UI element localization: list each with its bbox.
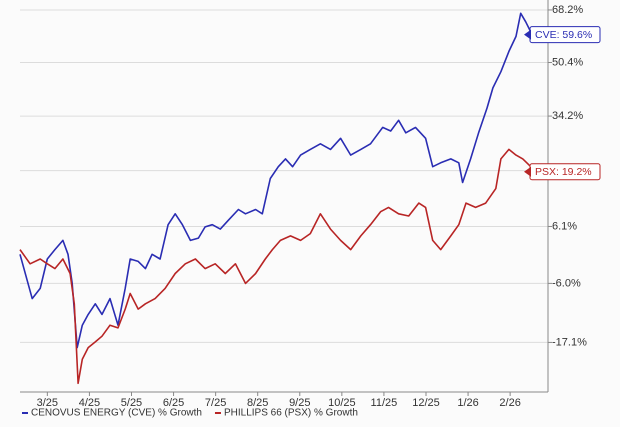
end-label-pointer xyxy=(524,29,531,40)
y-tick-label: 6.1% xyxy=(552,220,577,232)
x-tick-label: 11/25 xyxy=(371,397,398,409)
end-label: PSX: 19.2% xyxy=(535,166,592,178)
x-tick-label: 6/25 xyxy=(163,397,184,409)
legend-label: CENOVUS ENERGY (CVE) % Growth xyxy=(31,408,202,419)
y-tick-label: 68.2% xyxy=(552,4,583,16)
series-line xyxy=(19,148,532,385)
x-tick-label: 12/25 xyxy=(412,397,440,409)
end-label: CVE: 59.6% xyxy=(535,29,592,41)
series-line xyxy=(19,12,532,349)
x-tick-label: 4/25 xyxy=(79,397,100,409)
x-tick-label: 7/25 xyxy=(205,397,226,409)
y-tick-label: -17.1% xyxy=(552,336,587,348)
x-tick-label: 5/25 xyxy=(121,397,142,409)
plot xyxy=(19,12,532,385)
grid xyxy=(20,0,552,396)
x-tick-label: 9/25 xyxy=(289,397,310,409)
x-tick-label: 2/26 xyxy=(499,397,520,409)
x-tick-label: 10/25 xyxy=(328,397,356,409)
x-tick-label: 1/26 xyxy=(457,397,478,409)
x-tick-label: 8/25 xyxy=(247,397,268,409)
y-tick-label: -6.0% xyxy=(552,277,581,289)
y-tick-label: 34.2% xyxy=(552,110,583,122)
x-tick-label: 3/25 xyxy=(37,397,58,409)
y-tick-label: 50.4% xyxy=(552,56,583,68)
axis-labels: 68.2%50.4%34.2%19.5%6.1%-6.0%-17.1%3/254… xyxy=(22,4,601,419)
legend-label: PHILLIPS 66 (PSX) % Growth xyxy=(224,408,358,419)
end-label-pointer xyxy=(524,166,531,177)
